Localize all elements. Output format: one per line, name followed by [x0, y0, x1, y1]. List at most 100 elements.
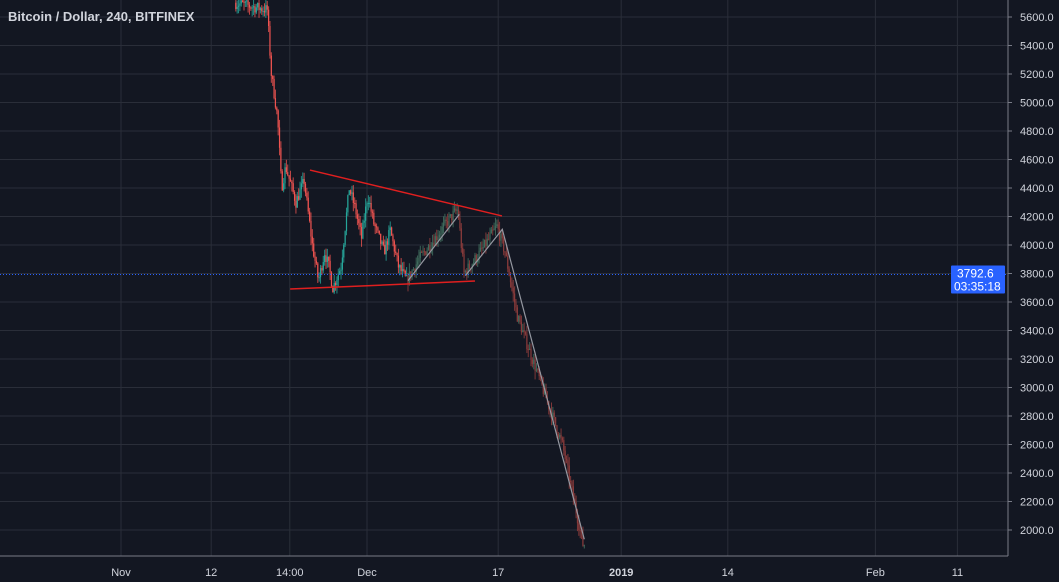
candle-body: [524, 331, 527, 335]
candle-body: [340, 269, 342, 272]
candle-body: [459, 217, 461, 229]
candle-body: [412, 268, 415, 271]
price-label: 4200.0: [1020, 212, 1054, 224]
candle-body: [406, 275, 408, 277]
candle-body: [508, 268, 510, 276]
candle-body: [565, 458, 568, 461]
candle-body: [414, 268, 416, 272]
candle-body: [582, 532, 584, 546]
price-label: 4600.0: [1020, 155, 1054, 167]
candle-body: [322, 262, 324, 271]
candle-body: [448, 216, 450, 226]
candle-body: [381, 241, 383, 244]
candle-body: [268, 9, 270, 26]
candle-body: [572, 486, 574, 499]
candle-body: [313, 243, 315, 257]
candle-body: [530, 348, 532, 360]
candle-body: [457, 209, 460, 218]
candle-body: [503, 238, 505, 252]
candle-body: [451, 214, 453, 220]
candle-body: [315, 260, 318, 264]
candle-body: [239, 3, 241, 6]
last-price-value: 3792.6: [957, 267, 994, 281]
candle-body: [345, 212, 348, 232]
candle-body: [363, 220, 365, 223]
candle-body: [350, 190, 352, 194]
candle-body: [304, 183, 307, 193]
candle-body: [258, 2, 260, 10]
candle-body: [403, 269, 405, 271]
candle-body: [570, 480, 572, 482]
candle-body: [445, 219, 447, 221]
candle-body: [561, 438, 564, 441]
candle-body: [384, 244, 386, 255]
candle-body: [531, 359, 533, 364]
candle-body: [447, 220, 449, 226]
candle-body: [512, 287, 514, 294]
candle-body: [423, 251, 425, 253]
candle-body: [520, 322, 523, 333]
candle-body: [507, 255, 509, 269]
candle-body: [310, 220, 312, 237]
candle-body: [296, 196, 298, 208]
candle-body: [500, 233, 502, 241]
candle-body: [583, 545, 585, 547]
candle-body: [366, 203, 368, 207]
candle-body: [535, 369, 538, 371]
candle-body: [419, 251, 421, 258]
candle-body: [269, 25, 271, 56]
candle-body: [370, 203, 372, 212]
candle-body: [360, 226, 363, 239]
projection-line: [464, 228, 585, 540]
candle-body: [498, 229, 501, 241]
candle-body: [388, 230, 390, 245]
candle-body: [473, 262, 475, 265]
price-label: 3800.0: [1020, 269, 1054, 281]
candle-body: [326, 256, 328, 262]
candle-body: [481, 247, 483, 249]
candle-body: [250, 7, 252, 9]
candle-body: [509, 275, 512, 283]
candle-body: [556, 425, 558, 434]
price-label: 3200.0: [1020, 354, 1054, 366]
candle-body: [309, 211, 311, 221]
candle-body: [280, 147, 282, 172]
candle-body: [237, 5, 240, 7]
candle-body: [452, 210, 454, 220]
time-label: 14: [722, 567, 734, 579]
candle-body: [496, 224, 498, 227]
candle-body: [418, 257, 420, 262]
price-axis[interactable]: 5600.0 5400.0 5200.0 5000.0 4800.0 4600.0 4400…: [1007, 0, 1054, 556]
price-label: 4400.0: [1020, 183, 1054, 195]
candle-body: [348, 190, 350, 196]
time-axis[interactable]: Nov 12 14:00 Dec 17 2019 14 Feb 11: [0, 555, 1008, 579]
drawings[interactable]: [290, 169, 585, 540]
candle-body: [497, 224, 499, 230]
candle-body: [482, 246, 484, 249]
candle-body: [567, 460, 569, 466]
candle-body: [440, 233, 442, 235]
candle-body: [522, 330, 524, 333]
candle-body: [336, 280, 338, 286]
candle-body: [437, 237, 439, 240]
candle-body: [511, 282, 513, 288]
candle-body: [246, 0, 248, 2]
candle-body: [272, 76, 274, 79]
time-label: 14:00: [276, 567, 304, 579]
candle-body: [485, 239, 487, 246]
time-label: 11: [952, 567, 963, 579]
candle-body: [411, 270, 413, 278]
candle-body: [319, 268, 322, 278]
candle-body: [341, 257, 343, 270]
candle-body: [538, 369, 540, 377]
candle-body: [479, 247, 482, 251]
candle-body: [468, 263, 471, 269]
candle-body: [463, 254, 465, 273]
candle-body: [236, 6, 238, 10]
candle-body: [378, 230, 380, 234]
candle-body: [339, 271, 341, 275]
candle-body: [347, 195, 349, 213]
candle-body: [334, 282, 337, 286]
